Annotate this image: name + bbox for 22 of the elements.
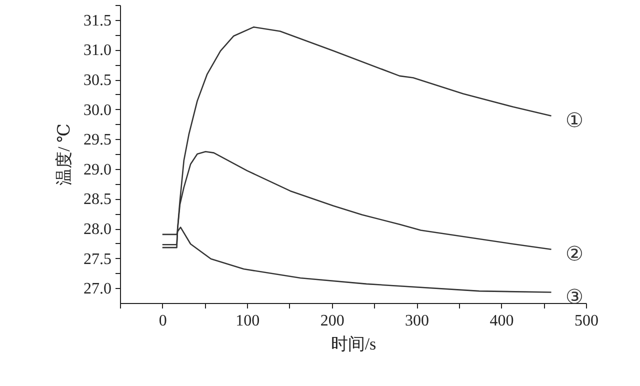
x-tick-label: 200 bbox=[320, 312, 344, 330]
y-tick-label: 28.5 bbox=[84, 191, 112, 208]
y-tick-label: 30.0 bbox=[84, 102, 112, 119]
y-tick-label: 27.5 bbox=[84, 250, 112, 268]
series-label: ① bbox=[565, 110, 584, 132]
y-tick-label: 30.5 bbox=[84, 72, 112, 89]
y-tick-label: 31.0 bbox=[84, 42, 112, 60]
x-tick-label: 100 bbox=[236, 312, 260, 330]
x-axis-title: 时间/s bbox=[330, 334, 376, 354]
y-tick-label: 31.5 bbox=[84, 12, 112, 30]
x-tick-label: 300 bbox=[405, 312, 430, 330]
y-tick-label: 29.0 bbox=[84, 161, 112, 178]
x-tick-label: 400 bbox=[490, 312, 514, 330]
y-tick-label: 28.0 bbox=[84, 221, 112, 238]
y-tick-label: 27.0 bbox=[84, 280, 112, 298]
y-axis-title: 温度/ ℃ bbox=[54, 124, 74, 186]
series-label: ③ bbox=[565, 286, 584, 308]
line-series bbox=[162, 26, 552, 248]
x-tick-label: 500 bbox=[574, 312, 598, 330]
y-tick-label: 29.5 bbox=[84, 132, 112, 149]
series-label: ② bbox=[565, 243, 584, 266]
x-tick-label: 0 bbox=[158, 312, 167, 330]
